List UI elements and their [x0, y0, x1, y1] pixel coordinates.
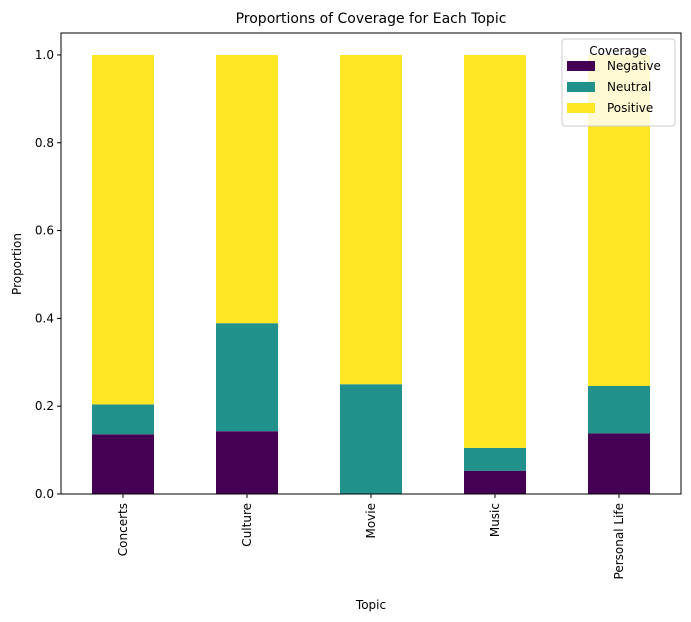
legend-items: Negative Neutral Positive: [567, 59, 661, 115]
legend-swatch-positive: [567, 103, 595, 113]
legend-label-positive: Positive: [607, 101, 653, 115]
legend-label-negative: Negative: [607, 59, 661, 73]
bar-neutral-concerts: [92, 404, 154, 435]
y-tick-label: 0.0: [35, 487, 54, 501]
x-tick-label: Music: [488, 503, 502, 537]
y-tick-label: 0.2: [35, 399, 54, 413]
bar-negative-concerts: [92, 434, 154, 494]
bar-positive-movie: [340, 54, 402, 385]
x-axis-label: Topic: [355, 598, 386, 612]
x-tick-label: Concerts: [116, 503, 130, 556]
legend: Coverage Negative Neutral Positive: [561, 38, 676, 127]
bar-negative-personal-life: [588, 433, 650, 494]
y-tick-label: 0.8: [35, 136, 54, 150]
bar-positive-culture: [216, 54, 278, 324]
bar-neutral-movie: [340, 384, 402, 494]
bars-group: [92, 54, 650, 494]
bar-negative-culture: [216, 431, 278, 494]
bar-positive-music: [464, 54, 526, 448]
plot-frame: [60, 32, 682, 495]
y-tick-label: 1.0: [35, 48, 54, 62]
legend-title: Coverage: [589, 44, 647, 58]
bar-negative-music: [464, 470, 526, 494]
y-tick-label: 0.4: [35, 311, 54, 325]
y-axis: 0.0 0.2 0.4 0.6 0.8 1.0: [35, 48, 61, 501]
legend-swatch-negative: [567, 61, 595, 71]
y-axis-label: Proportion: [10, 233, 24, 295]
bar-neutral-music: [464, 447, 526, 471]
bar-neutral-culture: [216, 323, 278, 432]
x-tick-label: Personal Life: [612, 503, 626, 579]
x-tick-label: Culture: [240, 503, 254, 547]
x-axis: Concerts Culture Movie Music Personal Life: [116, 494, 626, 579]
bar-neutral-personal-life: [588, 385, 650, 434]
legend-swatch-neutral: [567, 82, 595, 92]
x-tick-label: Movie: [364, 503, 378, 539]
legend-label-neutral: Neutral: [607, 80, 651, 94]
bar-positive-concerts: [92, 54, 154, 405]
chart-title: Proportions of Coverage for Each Topic: [236, 11, 507, 27]
y-tick-label: 0.6: [35, 224, 54, 238]
